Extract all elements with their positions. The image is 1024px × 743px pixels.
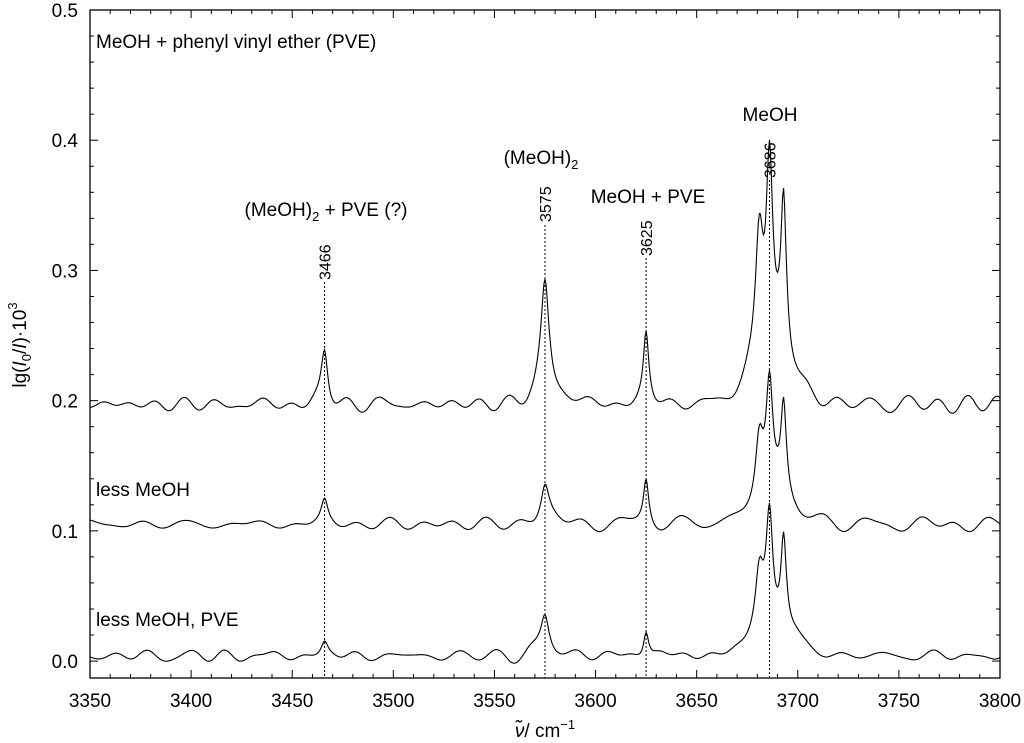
y-axis-suffix: )·10 (10, 310, 31, 344)
x-axis-exponent: −1 (560, 717, 575, 732)
peak-species-label: (MeOH)2 (504, 148, 579, 172)
x-tick-label: 3500 (372, 691, 414, 712)
spectrum-series (89, 139, 1001, 664)
y-tick-label: 0.3 (52, 261, 78, 282)
peak-wavenumber-label: 3466 (318, 244, 335, 280)
x-tick-labels: 3350 3400 3450 3500 3550 3600 3650 3700 3750 3800 (69, 691, 1021, 712)
chart-title: MeOH + phenyl vinyl ether (PVE) (96, 32, 376, 53)
y-axis-sub0: 0 (19, 354, 34, 361)
peak-species-label: (MeOH)2 + PVE (?) (245, 200, 408, 224)
y-tick-label: 0.4 (52, 131, 79, 152)
peak-wavenumber-label: 3625 (639, 220, 656, 256)
x-tick-label: 3600 (574, 691, 616, 712)
y-tick-label: 0.1 (52, 522, 78, 543)
peak-annotations: 3466 (MeOH)2 + PVE (?) 3575 (MeOH)2 3625 MeOH… (245, 105, 798, 280)
y-axis-exponent: 3 (5, 302, 20, 309)
peak-species-label: MeOH (743, 105, 798, 126)
y-axis-i0: I (10, 360, 31, 366)
x-tick-label: 3800 (979, 691, 1021, 712)
y-axis-prefix: lg( (10, 366, 31, 388)
peak-marker-lines (324, 180, 770, 678)
y-tick-labels: 0.0 0.1 0.2 0.3 0.4 0.5 (52, 1, 79, 673)
spectrum-line-2 (89, 502, 1001, 664)
x-tick-label: 3400 (170, 691, 212, 712)
x-tick-label: 3750 (878, 691, 920, 712)
series-label-less-meoh-pve: less MeOH, PVE (96, 610, 239, 631)
axis-ticks (89, 9, 1001, 678)
x-tick-label: 3650 (676, 691, 718, 712)
y-tick-label: 0.5 (52, 1, 78, 22)
y-axis-slash: / (10, 348, 31, 354)
x-tick-label: 3350 (69, 691, 111, 712)
peak-wavenumber-label: 3686 (762, 142, 779, 178)
x-axis-symbol: ν̃ (514, 720, 525, 742)
peak-wavenumber-label: 3575 (538, 186, 555, 222)
y-tick-label: 0.0 (52, 652, 78, 673)
series-label-less-meoh: less MeOH (96, 480, 190, 501)
spectrum-line-1 (89, 370, 1001, 533)
x-axis-title: ν̃/ cm−1 (514, 717, 575, 742)
x-tick-label: 3700 (777, 691, 819, 712)
spectrum-line-0 (89, 139, 1001, 414)
x-tick-label: 3450 (271, 691, 313, 712)
y-axis-i: I (10, 343, 31, 349)
y-axis-title: lg(I0/I)·103 (5, 302, 34, 387)
y-tick-label: 0.2 (52, 392, 78, 413)
x-axis-unit: / cm (524, 721, 560, 742)
peak-species-label: MeOH + PVE (591, 187, 706, 208)
x-tick-label: 3550 (473, 691, 515, 712)
